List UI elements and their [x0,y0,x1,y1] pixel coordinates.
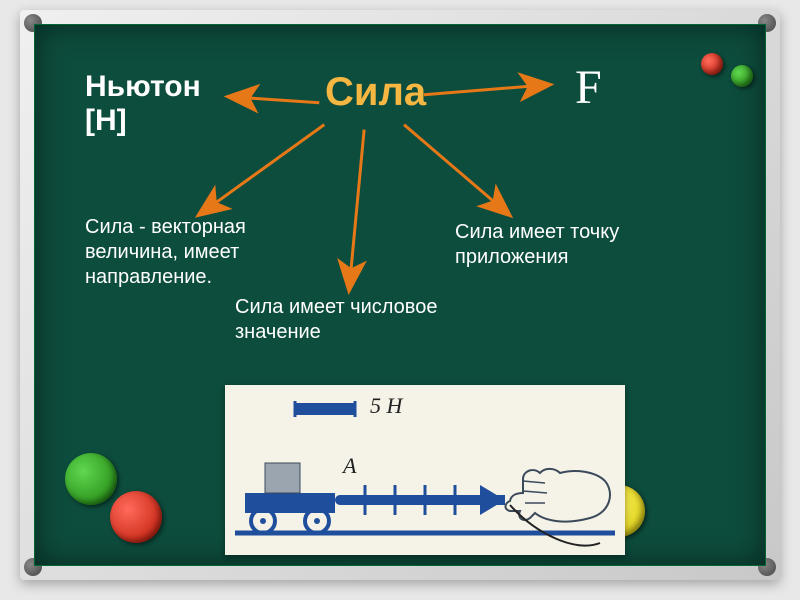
newton-unit: [Н] [85,104,201,138]
text-numeric: Сила имеет числовое значение [235,295,515,345]
newton-label: Ньютон [85,70,201,104]
magnet-green [731,65,753,87]
magnet-red [110,491,162,543]
point-a-label: A [341,453,357,478]
text-point: Сила имеет точку приложения [455,220,705,270]
title-center: Сила [325,70,426,115]
chalkboard-frame: Сила Ньютон [Н] F Сила - векторная велич… [20,10,780,580]
text-vector: Сила - векторная величина, имеет направл… [85,215,315,290]
magnet-green [65,453,117,505]
title-left: Ньютон [Н] [85,70,201,138]
symbol-f: F [575,60,602,115]
force-value-label: 5 Н [370,393,404,418]
force-illustration: 5 Н A [225,385,625,555]
magnet-red [701,53,723,75]
chalkboard-surface: Сила Ньютон [Н] F Сила - векторная велич… [34,24,766,566]
